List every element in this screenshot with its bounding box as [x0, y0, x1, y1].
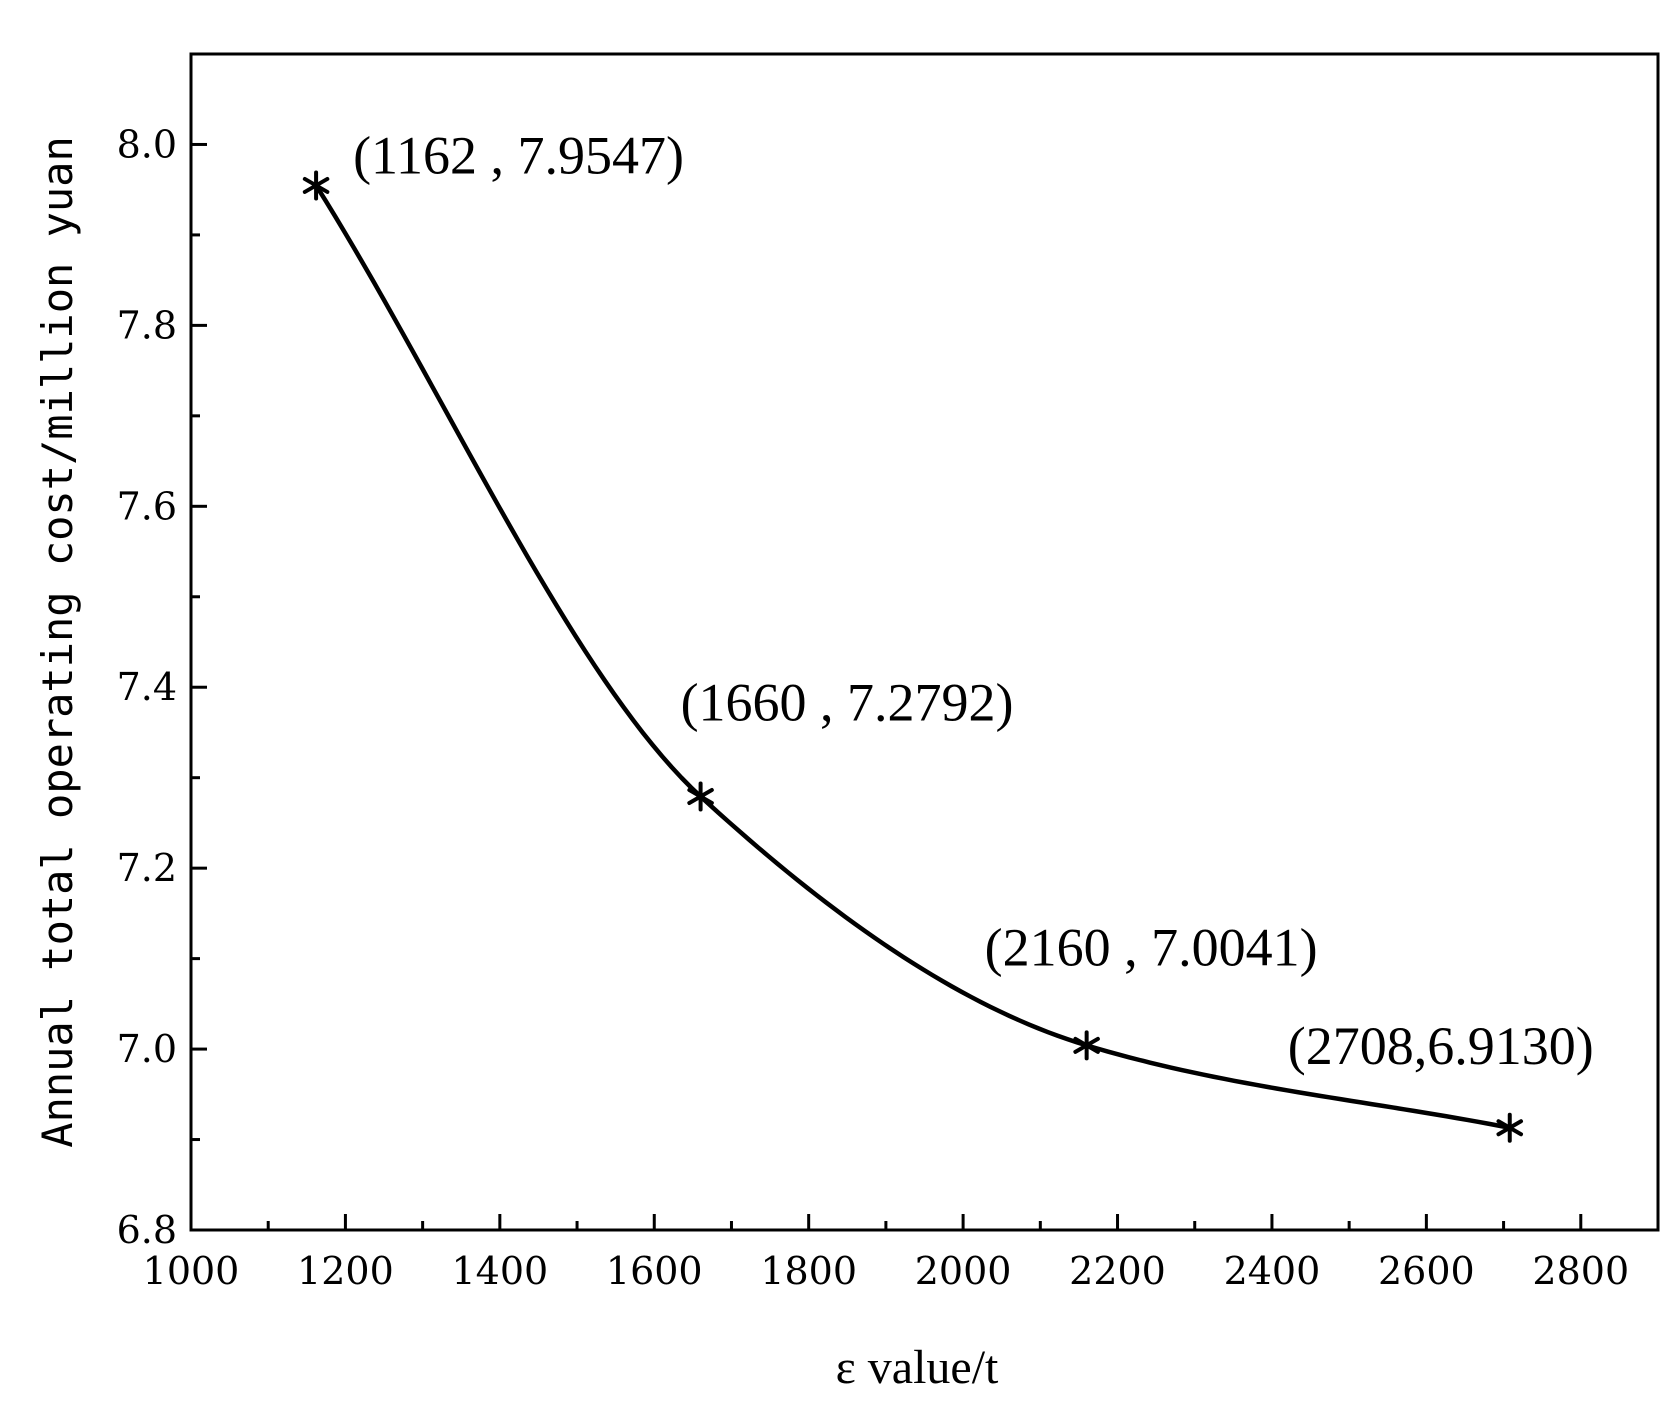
marker-stroke	[687, 788, 714, 806]
x-tick-label: 1400	[451, 1249, 548, 1293]
marker-stroke	[1073, 1036, 1100, 1054]
data-labels: (1162 , 7.9547) (1660 , 7.2792) (2160 , 7.…	[353, 125, 1594, 1075]
y-tick-label: 7.0	[117, 1027, 177, 1071]
x-tick-label: 1200	[297, 1249, 394, 1293]
x-axis-title: ε value/t	[836, 1341, 999, 1394]
y-tick-label: 8.0	[117, 122, 177, 166]
x-tick-label: 2000	[915, 1249, 1012, 1293]
y-tick-label: 6.8	[117, 1208, 177, 1252]
x-tick-label: 2400	[1224, 1249, 1321, 1293]
data-point-marker	[1496, 1112, 1524, 1143]
x-tick-label: 1600	[606, 1249, 703, 1293]
x-tick-label: 2800	[1532, 1249, 1629, 1293]
data-point-label: (1660 , 7.2792)	[681, 673, 1014, 733]
plot-frame	[189, 52, 1660, 1232]
data-point-marker	[687, 781, 714, 812]
data-series	[302, 170, 1524, 1143]
y-tick-label: 7.4	[117, 665, 177, 709]
marker-stroke	[302, 176, 330, 194]
x-tick-label: 1800	[760, 1249, 857, 1293]
data-point-marker	[302, 170, 330, 201]
data-point-marker	[1073, 1030, 1100, 1061]
series-line	[313, 183, 1513, 1131]
marker-stroke	[1496, 1119, 1524, 1137]
data-point-label: (2708,6.9130)	[1288, 1016, 1594, 1076]
data-point-label: (2160 , 7.0041)	[985, 917, 1318, 977]
x-tick-label: 2200	[1069, 1249, 1166, 1293]
y-tick-label: 7.2	[117, 846, 177, 890]
y-tick-label: 7.8	[117, 303, 177, 347]
y-axis-ticks: 6.8 7.0 7.2 7.4 7.6 7.8 8.0	[117, 122, 207, 1252]
data-point-label: (1162 , 7.9547)	[353, 125, 684, 185]
x-tick-label: 1000	[143, 1249, 240, 1293]
y-tick-label: 7.6	[117, 484, 177, 528]
x-tick-label: 2600	[1378, 1249, 1475, 1293]
y-axis-title: Annual total operating cost/million yuan	[33, 136, 82, 1147]
x-axis-ticks: 1000 1200 1400 1600 1800 2000 2200 2400 2600 2800	[143, 1214, 1629, 1293]
